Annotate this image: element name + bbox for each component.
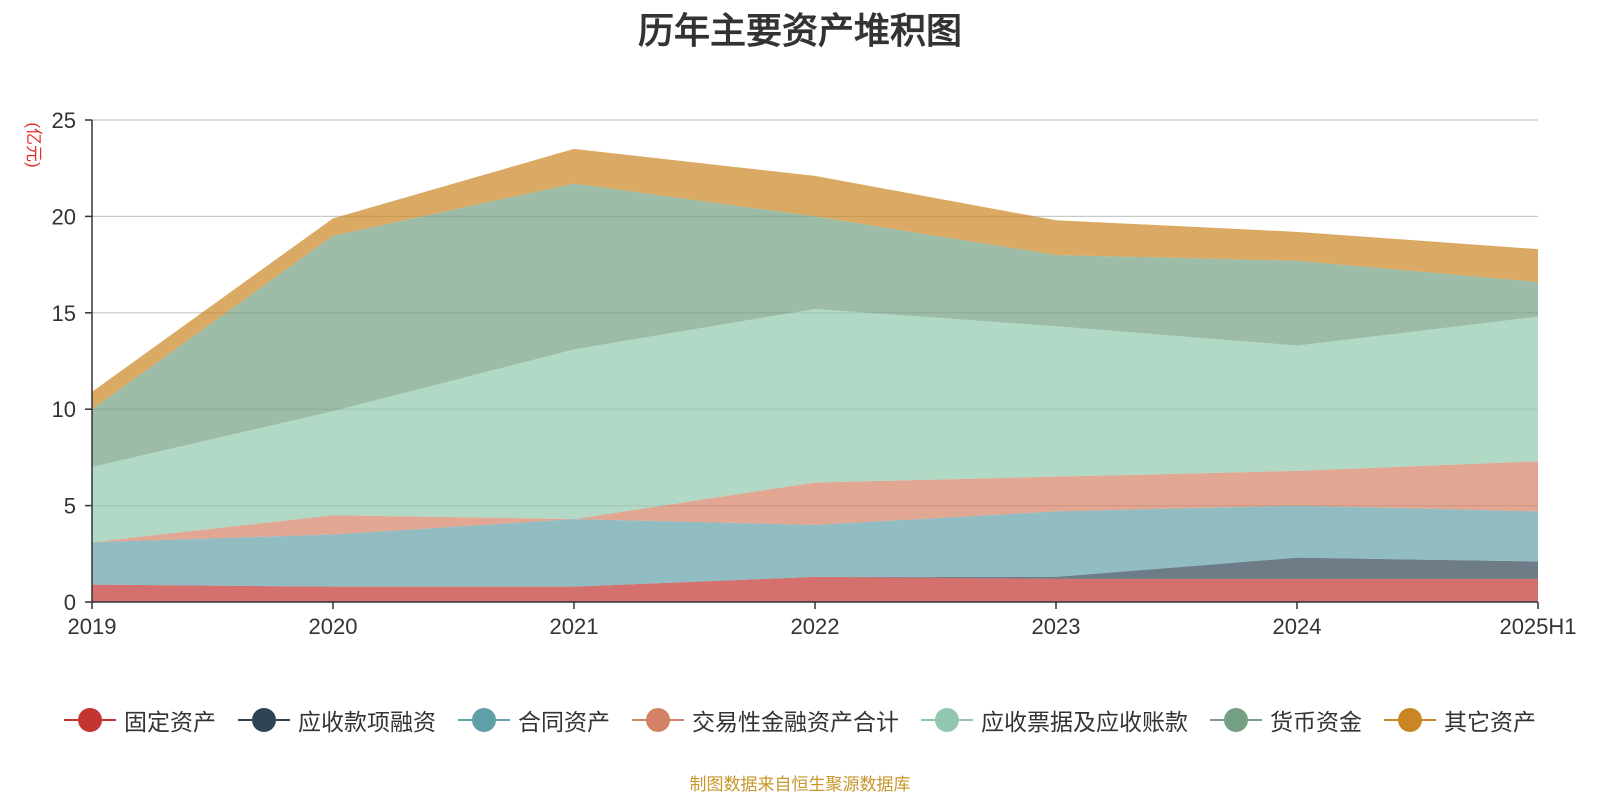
- chart-legend: 固定资产 应收款项融资 合同资产 交易性金融资产合计 应收票据及应收账款 货币资金 其它资产: [0, 702, 1600, 738]
- legend-label: 合同资产: [518, 709, 610, 735]
- legend-marker-icon: [632, 708, 684, 732]
- legend-label: 交易性金融资产合计: [692, 709, 899, 735]
- y-tick-label: 15: [52, 301, 76, 326]
- y-tick-label: 10: [52, 397, 76, 422]
- legend-item-1[interactable]: 固定资产: [64, 703, 216, 737]
- area-series-3[interactable]: [92, 505, 1538, 587]
- legend-marker-icon: [64, 708, 116, 732]
- area-series-1[interactable]: [92, 576, 1538, 602]
- x-tick-label: 2025H1: [1499, 614, 1576, 639]
- x-tick-label: 2024: [1273, 614, 1322, 639]
- x-tick-label: 2020: [309, 614, 358, 639]
- y-tick-label: 0: [64, 590, 76, 615]
- legend-item-2[interactable]: 应收款项融资: [238, 703, 436, 737]
- legend-item-3[interactable]: 合同资产: [458, 703, 610, 737]
- axis-ticks: 0 5 10 15 20 25 2019 2020 2021 2022 2023 2024 2025H1: [52, 108, 1577, 639]
- area-series-7[interactable]: [92, 148, 1538, 410]
- x-tick-label: 2023: [1032, 614, 1081, 639]
- area-series-6[interactable]: [92, 183, 1538, 468]
- stacked-areas: [92, 148, 1538, 602]
- legend-item-5[interactable]: 应收票据及应收账款: [921, 703, 1188, 737]
- area-series-5[interactable]: [92, 308, 1538, 543]
- y-tick-label: 25: [52, 108, 76, 133]
- y-tick-label: 20: [52, 204, 76, 229]
- legend-marker-icon: [238, 708, 290, 732]
- legend-marker-icon: [1210, 708, 1262, 732]
- y-tick-label: 5: [64, 494, 76, 519]
- x-tick-label: 2019: [68, 614, 117, 639]
- legend-marker-icon: [1384, 708, 1436, 732]
- chart-title: 历年主要资产堆积图: [637, 10, 962, 51]
- legend-marker-icon: [458, 708, 510, 732]
- legend-label: 应收票据及应收账款: [981, 709, 1188, 735]
- x-tick-label: 2022: [791, 614, 840, 639]
- y-axis-unit-label: (亿元): [24, 122, 43, 167]
- legend-label: 其它资产: [1444, 709, 1536, 735]
- area-series-4[interactable]: [92, 461, 1538, 543]
- data-source-note: 制图数据来自恒生聚源数据库: [689, 775, 911, 794]
- x-tick-label: 2021: [550, 614, 599, 639]
- legend-item-4[interactable]: 交易性金融资产合计: [632, 703, 899, 737]
- legend-label: 应收款项融资: [298, 709, 436, 735]
- legend-marker-icon: [921, 708, 973, 732]
- legend-label: 货币资金: [1270, 709, 1362, 735]
- legend-item-7[interactable]: 其它资产: [1384, 703, 1536, 737]
- area-series-2[interactable]: [92, 557, 1538, 587]
- legend-label: 固定资产: [124, 709, 216, 735]
- legend-item-6[interactable]: 货币资金: [1210, 703, 1362, 737]
